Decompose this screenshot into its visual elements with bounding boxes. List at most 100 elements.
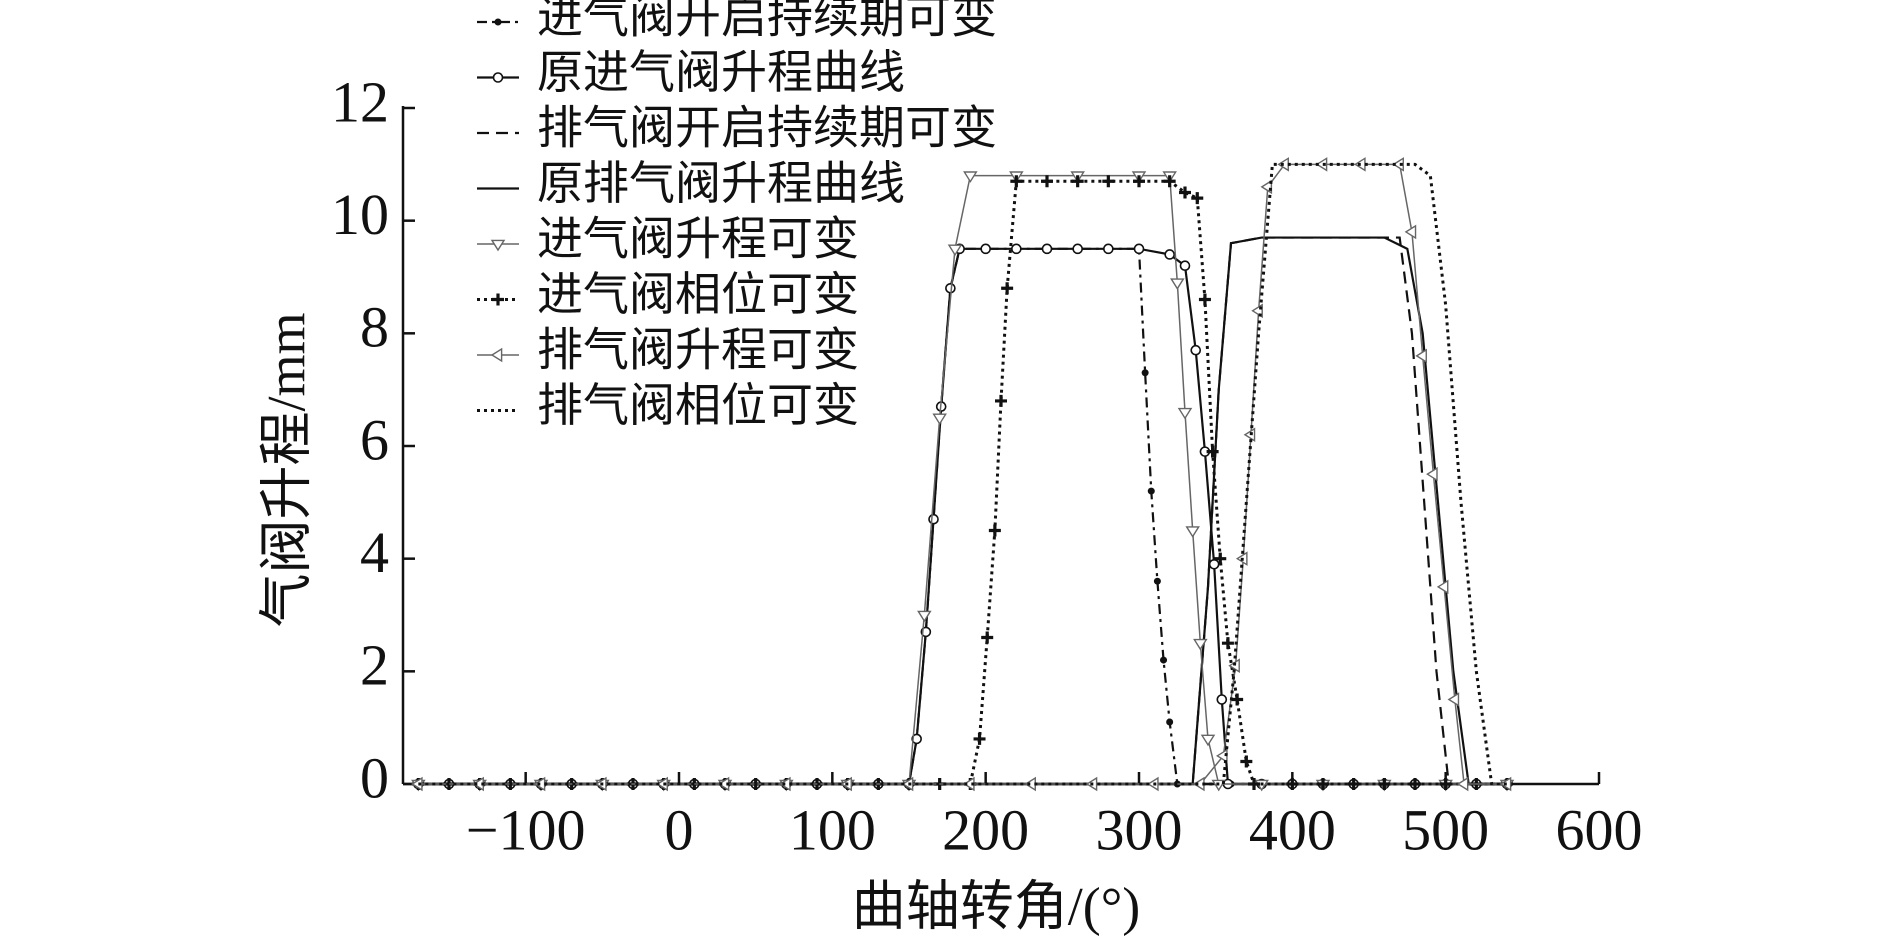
y-tick-label: 6 bbox=[360, 407, 389, 472]
marker bbox=[1102, 175, 1115, 188]
marker bbox=[1147, 487, 1155, 495]
marker bbox=[988, 524, 1001, 537]
y-tick-label: 0 bbox=[360, 745, 389, 810]
legend-label: 进气阀相位可变 bbox=[537, 269, 859, 320]
marker bbox=[1456, 776, 1469, 792]
marker bbox=[947, 244, 963, 257]
marker bbox=[963, 171, 978, 183]
marker bbox=[901, 776, 914, 792]
marker bbox=[1024, 776, 1036, 792]
marker bbox=[1072, 243, 1083, 255]
x-axis-title: 曲轴转角/(°) bbox=[852, 876, 1141, 936]
y-tick-label: 8 bbox=[360, 295, 389, 360]
marker bbox=[1447, 692, 1460, 707]
marker bbox=[1141, 369, 1149, 377]
marker bbox=[917, 610, 932, 623]
marker bbox=[1200, 734, 1216, 747]
marker bbox=[1221, 637, 1234, 650]
marker bbox=[1392, 157, 1404, 172]
marker bbox=[1404, 224, 1417, 240]
marker bbox=[981, 631, 994, 644]
x-tick-label: 200 bbox=[942, 797, 1029, 862]
y-tick-label: 10 bbox=[331, 182, 389, 247]
legend-label: 原进气阀升程曲线 bbox=[537, 47, 905, 98]
marker bbox=[1415, 348, 1427, 364]
legend-label: 排气阀升程可变 bbox=[537, 325, 859, 376]
marker bbox=[1179, 260, 1191, 272]
marker bbox=[995, 394, 1007, 407]
marker bbox=[492, 72, 504, 83]
marker bbox=[1170, 278, 1185, 290]
marker bbox=[1160, 656, 1168, 664]
marker bbox=[656, 776, 668, 792]
x-tick-label: 300 bbox=[1096, 797, 1183, 862]
marker bbox=[1041, 243, 1053, 255]
marker bbox=[1378, 778, 1391, 790]
x-tick-label: 400 bbox=[1249, 797, 1336, 862]
marker bbox=[1011, 243, 1022, 255]
marker bbox=[1248, 778, 1260, 790]
x-tick-label: 100 bbox=[789, 797, 876, 862]
marker bbox=[490, 347, 503, 363]
marker bbox=[1347, 778, 1360, 790]
marker bbox=[973, 732, 986, 745]
series-line bbox=[418, 174, 1507, 785]
series-line bbox=[418, 236, 1507, 786]
marker bbox=[932, 413, 947, 426]
marker bbox=[1164, 249, 1175, 260]
marker bbox=[980, 243, 991, 255]
marker bbox=[490, 239, 506, 252]
x-tick-label: 600 bbox=[1556, 797, 1643, 862]
marker bbox=[1177, 407, 1193, 420]
marker bbox=[1436, 579, 1449, 595]
marker bbox=[1133, 175, 1145, 188]
marker bbox=[1166, 718, 1174, 726]
x-tick-label: 0 bbox=[665, 797, 694, 862]
marker bbox=[411, 776, 423, 792]
marker bbox=[1193, 638, 1208, 651]
x-tick-label: −100 bbox=[466, 797, 586, 862]
marker bbox=[1243, 427, 1256, 442]
marker bbox=[1133, 243, 1145, 255]
legend-label: 排气阀开启持续期可变 bbox=[537, 103, 997, 154]
marker bbox=[1163, 175, 1176, 188]
marker bbox=[1315, 157, 1328, 172]
legend-label: 进气阀开启持续期可变 bbox=[537, 0, 997, 43]
marker bbox=[1103, 243, 1114, 255]
marker bbox=[1409, 778, 1421, 790]
marker bbox=[1041, 175, 1053, 188]
marker bbox=[1214, 552, 1227, 565]
legend-label: 原排气阀升程曲线 bbox=[537, 158, 905, 209]
y-tick-label: 2 bbox=[360, 633, 389, 698]
marker bbox=[1198, 293, 1211, 306]
legend-label: 进气阀升程可变 bbox=[537, 214, 859, 265]
marker bbox=[1206, 445, 1219, 458]
marker bbox=[1317, 778, 1329, 790]
y-axis-title: 气阀升程/mm bbox=[256, 312, 316, 627]
marker bbox=[492, 293, 504, 306]
y-tick-label: 4 bbox=[360, 520, 389, 585]
marker bbox=[1179, 186, 1191, 199]
marker bbox=[1190, 344, 1202, 356]
marker bbox=[494, 18, 502, 26]
marker bbox=[1071, 175, 1084, 188]
legend-label: 排气阀相位可变 bbox=[537, 380, 859, 431]
marker bbox=[1240, 755, 1253, 768]
marker bbox=[1185, 526, 1200, 538]
marker bbox=[1439, 778, 1452, 790]
y-tick-label: 12 bbox=[331, 69, 389, 134]
x-tick-label: 500 bbox=[1402, 797, 1489, 862]
marker bbox=[928, 513, 939, 525]
marker bbox=[1426, 466, 1438, 482]
marker bbox=[1153, 577, 1161, 585]
marker bbox=[1216, 694, 1228, 705]
marker bbox=[1231, 693, 1244, 706]
marker bbox=[1001, 282, 1014, 295]
marker bbox=[1147, 776, 1159, 792]
series-line bbox=[418, 162, 1507, 786]
marker bbox=[1010, 175, 1023, 188]
marker bbox=[1191, 192, 1204, 205]
marker bbox=[1286, 778, 1299, 790]
marker bbox=[911, 733, 922, 745]
